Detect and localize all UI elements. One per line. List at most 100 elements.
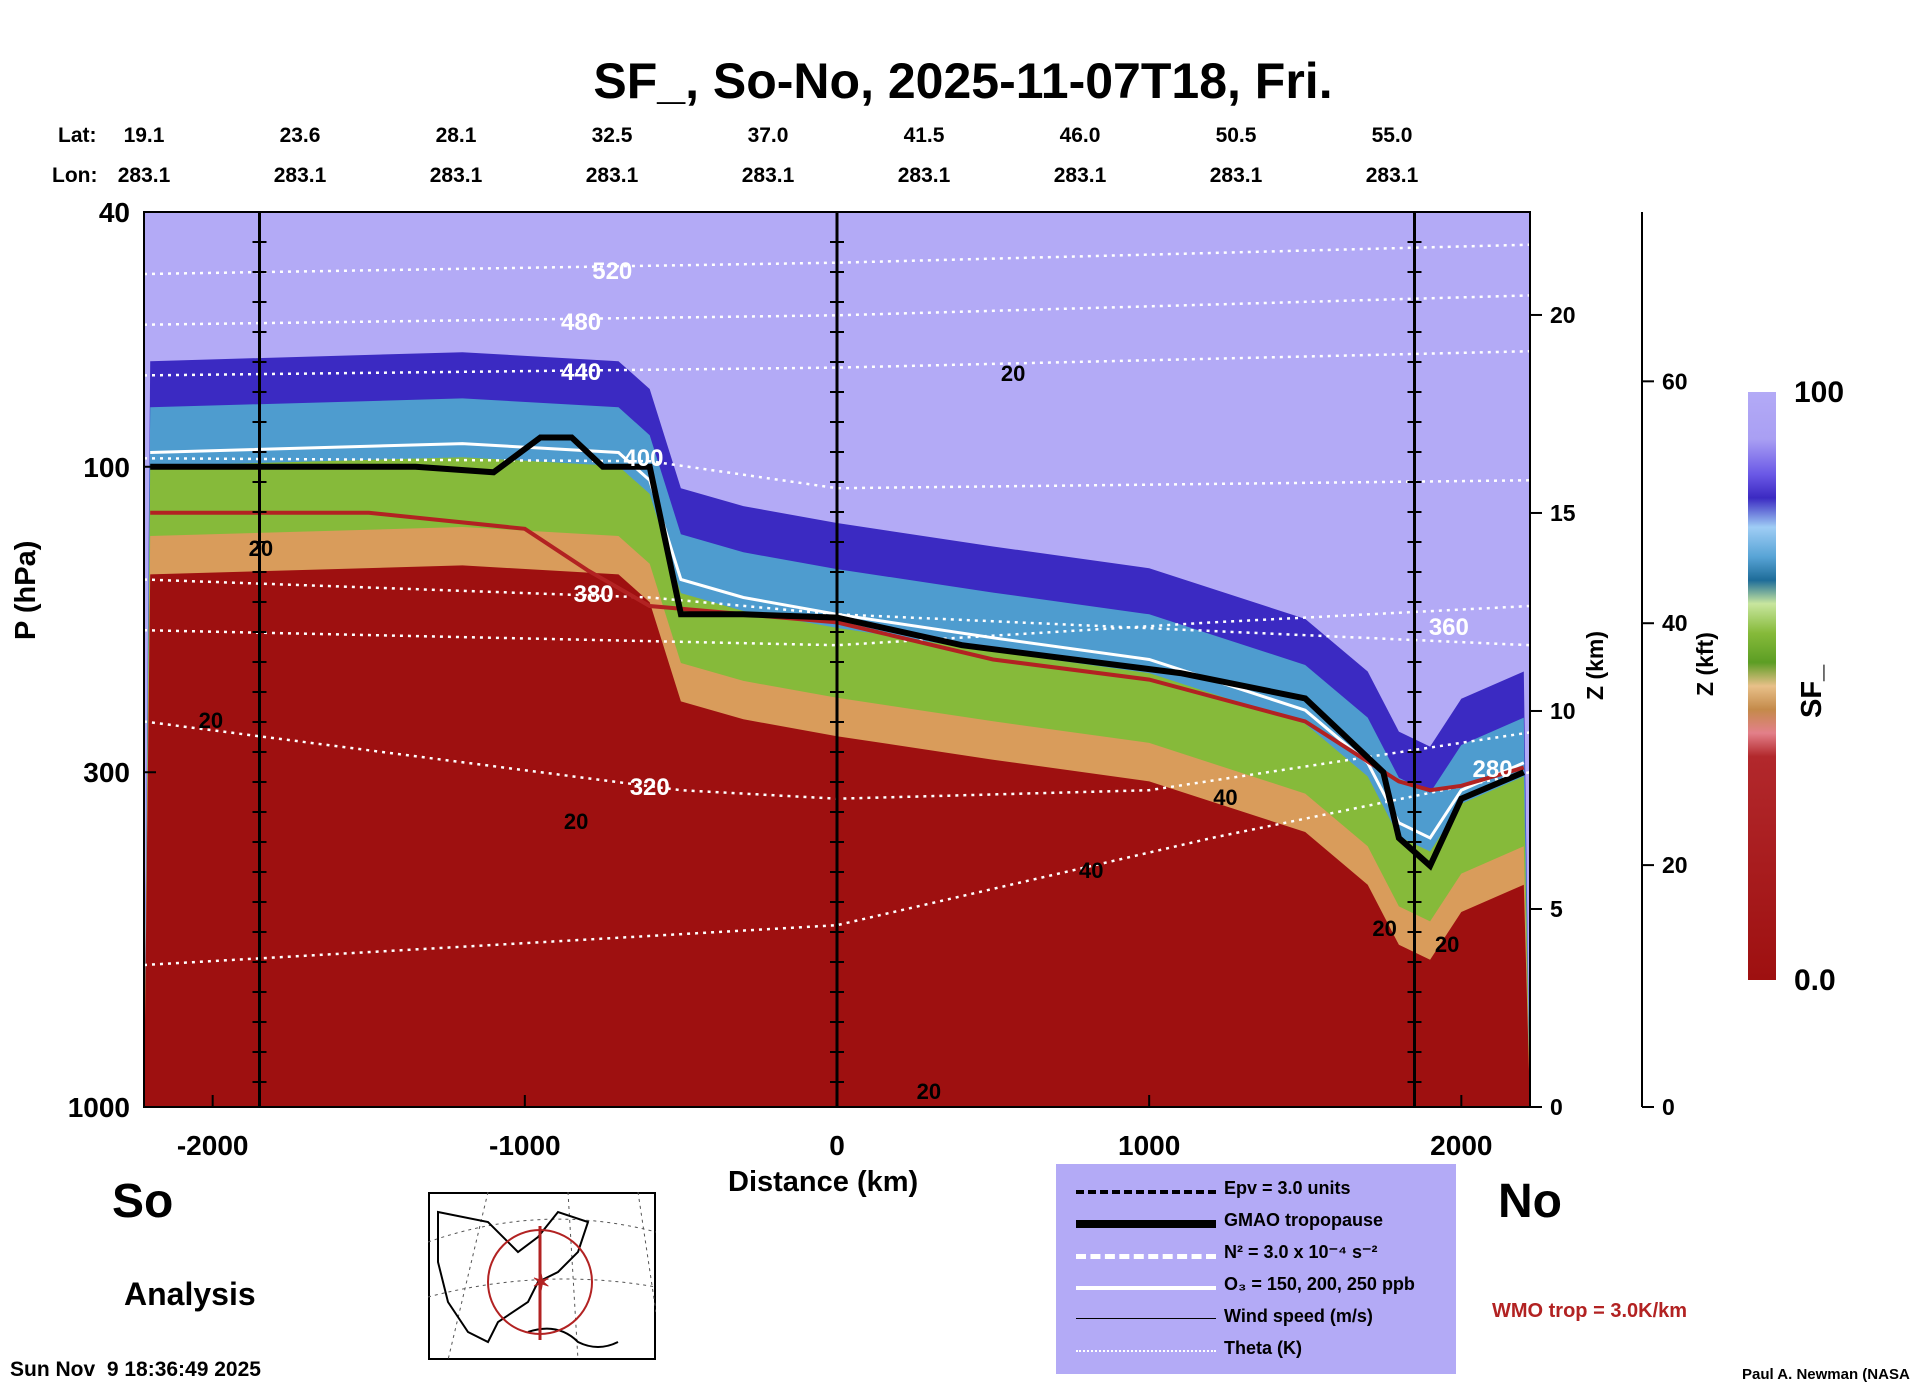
- theta-label: 320: [629, 774, 670, 802]
- z-kft-tick-label: 60: [1662, 368, 1688, 394]
- theta-contour-280: [144, 770, 1530, 967]
- wind-label: 20: [248, 536, 274, 562]
- x-tick-label: 1000: [1118, 1130, 1180, 1161]
- lat-value: 50.5: [1215, 124, 1257, 147]
- legend-text-tropopause: GMAO tropopause: [1224, 1210, 1384, 1230]
- locator-map: ✶: [428, 1192, 656, 1360]
- y-axis-title: P (hPa): [10, 540, 42, 640]
- gmao-tropopause-line: [150, 434, 1525, 871]
- legend-text-n2: N² = 3.0 x 10⁻⁴ s⁻²: [1224, 1242, 1378, 1262]
- lat-value: 41.5: [903, 124, 945, 147]
- y-tick-label: 1000: [68, 1092, 130, 1123]
- z-km-tick-label: 10: [1550, 698, 1576, 724]
- x-tick-label: 0: [829, 1130, 845, 1161]
- footer-credit: Paul A. Newman (NASA: [1742, 1366, 1910, 1383]
- lon-label: Lon:: [52, 164, 98, 187]
- colorbar-title: SF_: [1796, 664, 1828, 718]
- lat-value: 23.6: [279, 124, 321, 147]
- x-tick-label: -2000: [177, 1130, 249, 1161]
- legend-item-theta: Theta (K): [1056, 1336, 1456, 1366]
- legend-thin-black: [1076, 1318, 1216, 1319]
- lon-value: 283.1: [1053, 164, 1107, 187]
- wind-label: 20: [1434, 931, 1460, 957]
- wmo-trop-label: WMO trop = 3.0K/km: [1492, 1300, 1688, 1322]
- lon-value: 283.1: [897, 164, 951, 187]
- colorbar-min-label: 0.0: [1794, 964, 1836, 997]
- z-kft-axis: 0 20 40 60: [1641, 212, 1688, 1120]
- z-kft-tick-label: 0: [1662, 1094, 1675, 1120]
- colorbar: [1748, 392, 1776, 980]
- theta-label: 440: [561, 359, 602, 387]
- lat-value: 37.0: [747, 124, 789, 147]
- lon-value: 283.1: [585, 164, 639, 187]
- south-label: So: [112, 1175, 174, 1228]
- lon-value: 283.1: [117, 164, 171, 187]
- wmo-tropopause-line: [150, 510, 1525, 793]
- lon-value: 283.1: [1365, 164, 1419, 187]
- y-axis: 1000 300 100 40: [68, 197, 156, 1123]
- lat-value: 46.0: [1059, 124, 1101, 147]
- wind-label: 40: [1213, 784, 1238, 810]
- chart-title: SF_, So-No, 2025-11-07T18, Fri.: [593, 53, 1333, 109]
- map-coastline: [437, 1210, 590, 1344]
- map-graticule: [428, 1278, 656, 1298]
- z-km-axis: 0 5 10 15 20: [1530, 302, 1576, 1120]
- wind-label: 20: [198, 707, 224, 733]
- wind-label: 20: [916, 1078, 942, 1104]
- z-km-tick-label: 0: [1550, 1094, 1563, 1120]
- theta-contour-360: [144, 604, 1530, 647]
- legend-text-wind: Wind speed (m/s): [1224, 1306, 1373, 1326]
- theta-label: 280: [1472, 756, 1513, 784]
- lat-value: 32.5: [591, 124, 633, 147]
- map-graticule: [428, 1218, 656, 1243]
- lon-value: 283.1: [273, 164, 327, 187]
- x-tick-label: -1000: [489, 1130, 561, 1161]
- north-label: No: [1498, 1175, 1562, 1228]
- z-km-tick-label: 15: [1550, 500, 1576, 526]
- legend-text-theta: Theta (K): [1224, 1338, 1302, 1358]
- z-kft-tick-label: 40: [1662, 610, 1688, 636]
- theta-label: 480: [561, 308, 602, 336]
- legend-dashed-black: [1076, 1190, 1216, 1194]
- wind-label: 20: [1000, 361, 1026, 387]
- y-tick-label: 40: [99, 197, 130, 228]
- legend-thick-black: [1076, 1220, 1216, 1228]
- z-km-title: Z (km): [1582, 631, 1608, 700]
- theta-label: 520: [592, 258, 633, 286]
- z-km-tick-label: 20: [1550, 302, 1576, 328]
- lon-value: 283.1: [1209, 164, 1263, 187]
- lat-value: 19.1: [123, 124, 165, 147]
- legend-item-epv: Epv = 3.0 units: [1056, 1176, 1456, 1206]
- wind-label: 20: [563, 808, 589, 834]
- map-caribbean: [527, 1327, 619, 1348]
- theta-contour-400: [144, 457, 1530, 490]
- legend: Epv = 3.0 units GMAO tropopause N² = 3.0…: [1056, 1164, 1456, 1374]
- legend-text-o3: O₃ = 150, 200, 250 ppb: [1224, 1274, 1415, 1294]
- legend-dotted-white: [1076, 1350, 1216, 1352]
- legend-item-o3: O₃ = 150, 200, 250 ppb: [1056, 1272, 1456, 1302]
- theta-label: 380: [573, 581, 614, 609]
- legend-item-tropopause: GMAO tropopause: [1056, 1208, 1456, 1238]
- x-axis-title: Distance (km): [728, 1166, 919, 1198]
- lat-value: 55.0: [1371, 124, 1413, 147]
- x-tick-label: 2000: [1430, 1130, 1492, 1161]
- legend-text-epv: Epv = 3.0 units: [1224, 1178, 1351, 1198]
- wind-label: 40: [1078, 858, 1104, 884]
- analysis-label: Analysis: [124, 1276, 256, 1312]
- lon-value: 283.1: [741, 164, 795, 187]
- map-center-star-icon: ✶: [532, 1270, 550, 1295]
- theta-label: 400: [623, 445, 664, 473]
- legend-item-wind: Wind speed (m/s): [1056, 1304, 1456, 1334]
- z-kft-tick-label: 20: [1662, 852, 1688, 878]
- footer-timestamp: Sun Nov 9 18:36:49 2025: [10, 1358, 261, 1381]
- legend-item-n2: N² = 3.0 x 10⁻⁴ s⁻²: [1056, 1240, 1456, 1270]
- x-axis: -2000 -1000 0 1000 2000: [177, 1095, 1492, 1161]
- lat-value: 28.1: [435, 124, 477, 147]
- legend-solid-white: [1076, 1286, 1216, 1290]
- lon-value: 283.1: [429, 164, 483, 187]
- y-tick-label: 100: [83, 452, 130, 483]
- vertical-markers: [252, 212, 1422, 1107]
- legend-dashed-white: [1076, 1254, 1216, 1259]
- colorbar-max-label: 100: [1794, 376, 1845, 409]
